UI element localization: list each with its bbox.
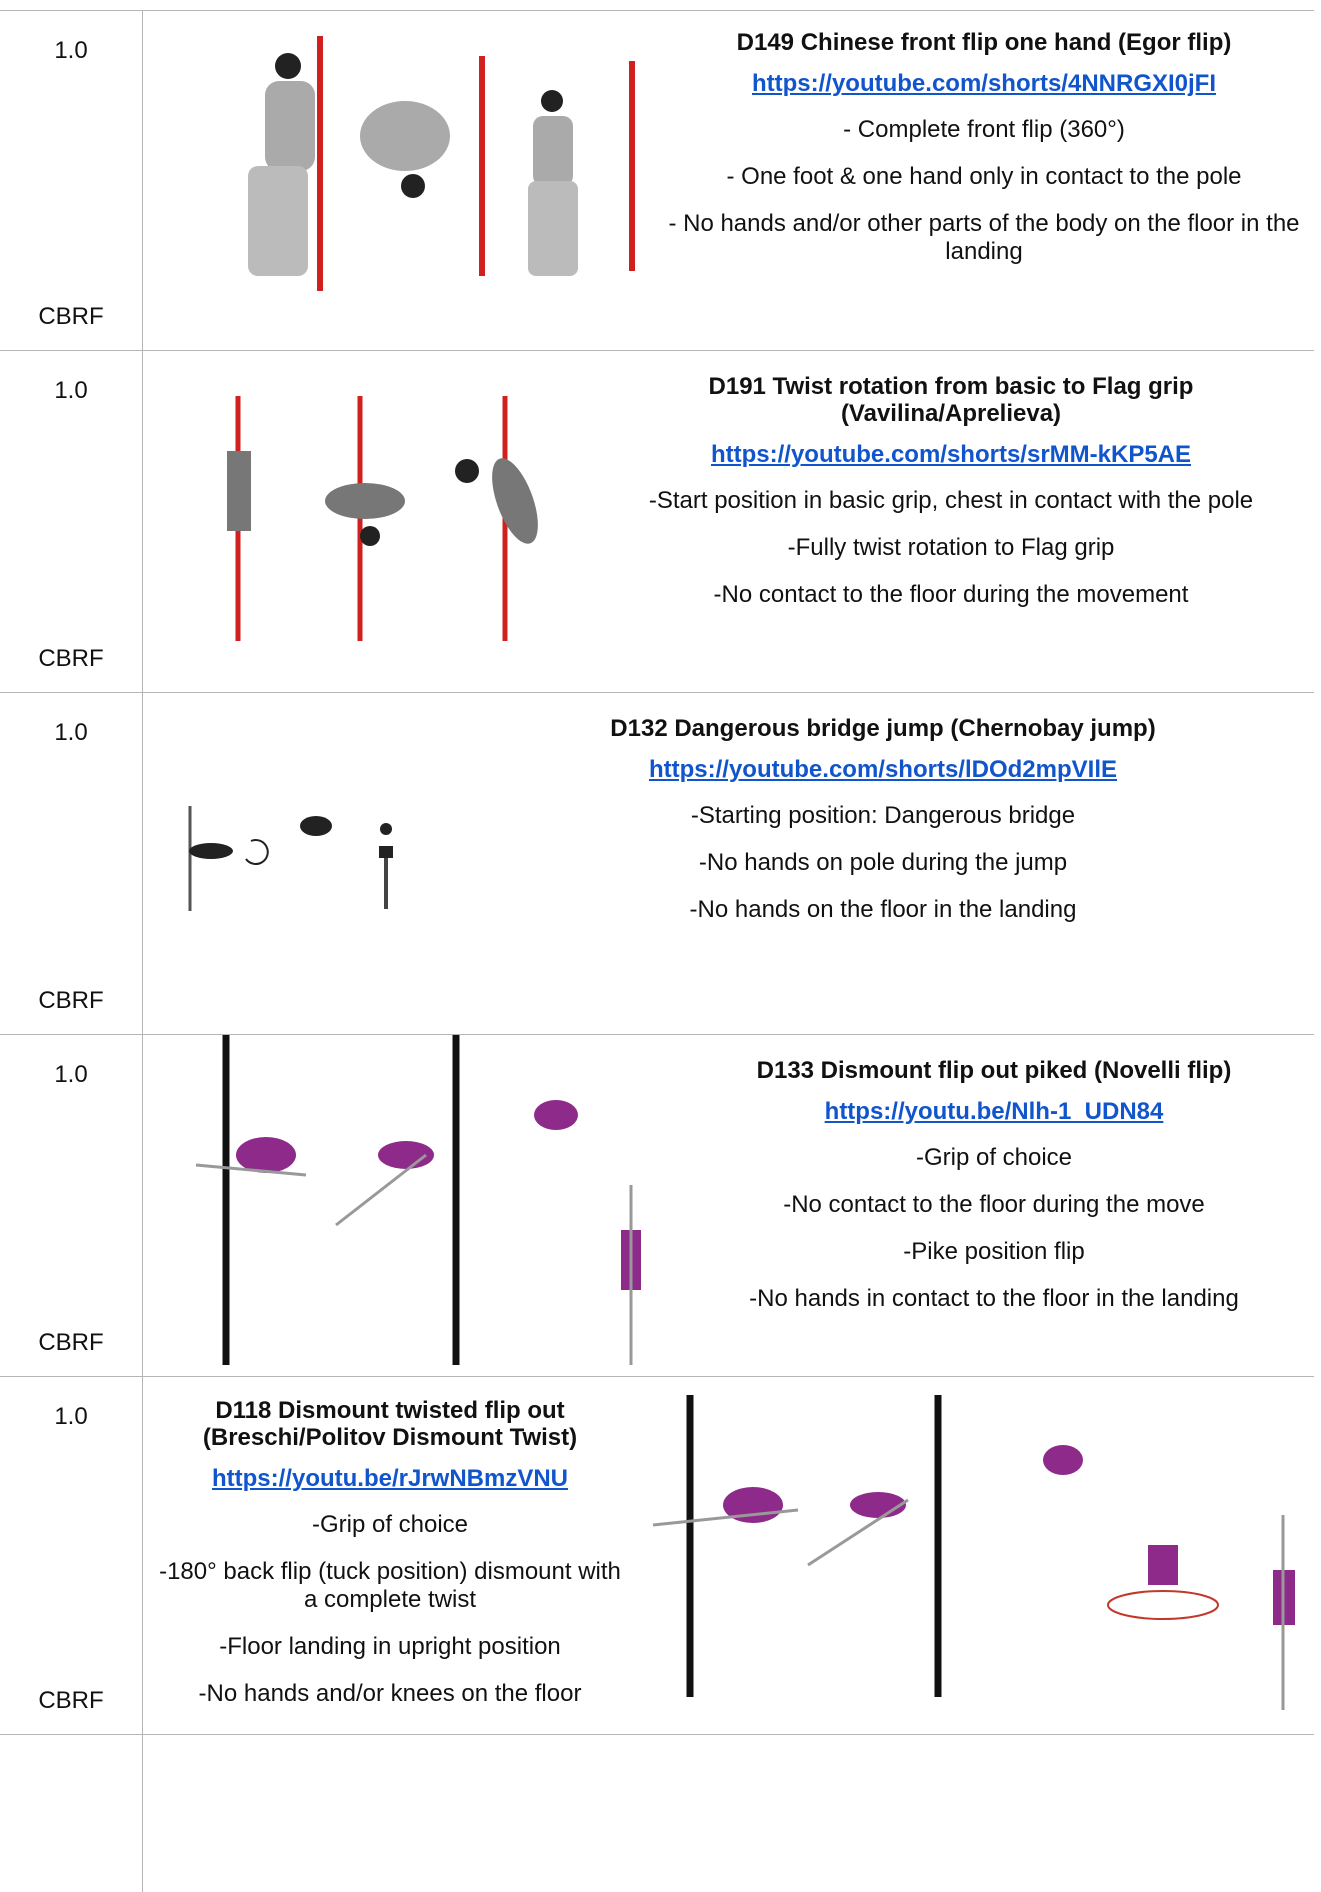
description: D149 Chinese front flip one hand (Egor f… — [666, 29, 1302, 285]
element-row: 1.0 CBRF D132 Dangerous bridge jump (Che… — [0, 692, 1314, 1035]
element-title: D132 Dangerous bridge jump (Chernobay ju… — [610, 715, 1156, 742]
code: CBRF — [38, 303, 104, 330]
requirement: -No hands and/or knees on the floor — [198, 1680, 582, 1707]
video-link[interactable]: https://youtube.com/shorts/4NNRGXI0jFI — [751, 70, 1217, 97]
requirement: -No contact to the floor during the move… — [713, 581, 1189, 608]
requirement: -No contact to the floor during the move — [783, 1191, 1205, 1218]
illustration — [188, 806, 393, 911]
element-row: 1.0 CBRF D133 Dismount flip out piked (N… — [0, 1034, 1314, 1377]
requirement: -Starting position: Dangerous bridge — [690, 802, 1076, 829]
description: D133 Dismount flip out piked (Novelli fl… — [714, 1057, 1274, 1332]
score: 1.0 — [54, 1403, 88, 1430]
code: CBRF — [38, 1329, 104, 1356]
requirement: -Grip of choice — [311, 1511, 469, 1538]
requirement: - One foot & one hand only in contact to… — [726, 163, 1242, 190]
description: D191 Twist rotation from basic to Flag g… — [612, 373, 1290, 628]
requirement: - No hands and/or other parts of the bod… — [668, 210, 1300, 265]
requirement: -No hands in contact to the floor in the… — [749, 1285, 1239, 1312]
element-title: D191 Twist rotation from basic to Flag g… — [708, 373, 1194, 427]
requirement: -Floor landing in upright position — [219, 1633, 561, 1660]
requirement: -Fully twist rotation to Flag grip — [787, 534, 1115, 561]
requirement: -Pike position flip — [903, 1238, 1085, 1265]
description: D118 Dismount twisted flip out (Breschi/… — [156, 1397, 624, 1727]
code: CBRF — [38, 645, 104, 672]
requirement: -No hands on the floor in the landing — [689, 896, 1077, 923]
code: CBRF — [38, 987, 104, 1014]
requirement: -No hands on pole during the jump — [698, 849, 1068, 876]
illustration — [652, 1395, 1295, 1710]
requirement: -180° back flip (tuck position) dismount… — [159, 1558, 621, 1613]
requirement: - Complete front flip (360°) — [843, 116, 1125, 143]
element-row: 1.0 CBRF D191 Twist rotation from basic … — [0, 350, 1314, 693]
score: 1.0 — [54, 377, 88, 404]
element-row: 1.0 CBRF D149 Chinese front flip one han… — [0, 10, 1314, 351]
video-link[interactable]: https://youtube.com/shorts/lDOd2mpVIlE — [648, 756, 1118, 783]
empty-row — [0, 1734, 1314, 1892]
video-link[interactable]: https://youtu.be/rJrwNBmzVNU — [211, 1465, 568, 1492]
score: 1.0 — [54, 719, 88, 746]
score: 1.0 — [54, 37, 88, 64]
illustration — [248, 36, 635, 291]
element-title: D118 Dismount twisted flip out (Breschi/… — [202, 1397, 578, 1451]
illustration — [227, 396, 538, 641]
column-divider — [142, 10, 143, 1892]
requirement: -Start position in basic grip, chest in … — [648, 487, 1254, 514]
requirement: -Grip of choice — [915, 1144, 1073, 1171]
element-title: D149 Chinese front flip one hand (Egor f… — [736, 29, 1232, 56]
video-link[interactable]: https://youtu.be/Nlh-1_UDN84 — [824, 1098, 1164, 1125]
element-row: 1.0 CBRF D118 Dismount twisted flip out … — [0, 1376, 1314, 1735]
code: CBRF — [38, 1687, 104, 1714]
illustration — [195, 1035, 641, 1365]
element-title: D133 Dismount flip out piked (Novelli fl… — [756, 1057, 1232, 1084]
score: 1.0 — [54, 1061, 88, 1088]
description: D132 Dangerous bridge jump (Chernobay ju… — [576, 715, 1190, 943]
video-link[interactable]: https://youtube.com/shorts/srMM-kKP5AE — [710, 441, 1192, 468]
